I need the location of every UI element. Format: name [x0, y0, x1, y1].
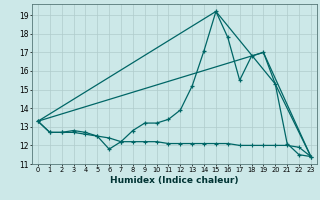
X-axis label: Humidex (Indice chaleur): Humidex (Indice chaleur)	[110, 176, 239, 185]
